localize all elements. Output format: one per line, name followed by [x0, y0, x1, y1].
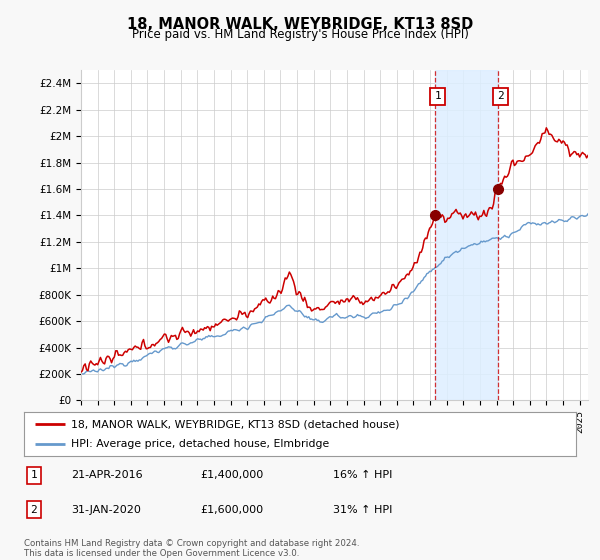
- Text: 31% ↑ HPI: 31% ↑ HPI: [333, 505, 392, 515]
- Text: 18, MANOR WALK, WEYBRIDGE, KT13 8SD (detached house): 18, MANOR WALK, WEYBRIDGE, KT13 8SD (det…: [71, 419, 400, 429]
- Text: 1: 1: [434, 91, 441, 101]
- Bar: [435, 70, 498, 400]
- Text: Price paid vs. HM Land Registry's House Price Index (HPI): Price paid vs. HM Land Registry's House …: [131, 28, 469, 41]
- Text: 1: 1: [31, 470, 37, 480]
- Text: 16% ↑ HPI: 16% ↑ HPI: [333, 470, 392, 480]
- Text: 2: 2: [31, 505, 37, 515]
- Text: 21-APR-2016: 21-APR-2016: [71, 470, 143, 480]
- Text: HPI: Average price, detached house, Elmbridge: HPI: Average price, detached house, Elmb…: [71, 439, 329, 449]
- Text: £1,400,000: £1,400,000: [200, 470, 264, 480]
- Text: 2: 2: [497, 91, 504, 101]
- Text: 18, MANOR WALK, WEYBRIDGE, KT13 8SD: 18, MANOR WALK, WEYBRIDGE, KT13 8SD: [127, 17, 473, 32]
- Text: £1,600,000: £1,600,000: [200, 505, 264, 515]
- Text: Contains HM Land Registry data © Crown copyright and database right 2024.
This d: Contains HM Land Registry data © Crown c…: [24, 539, 359, 558]
- Text: 31-JAN-2020: 31-JAN-2020: [71, 505, 141, 515]
